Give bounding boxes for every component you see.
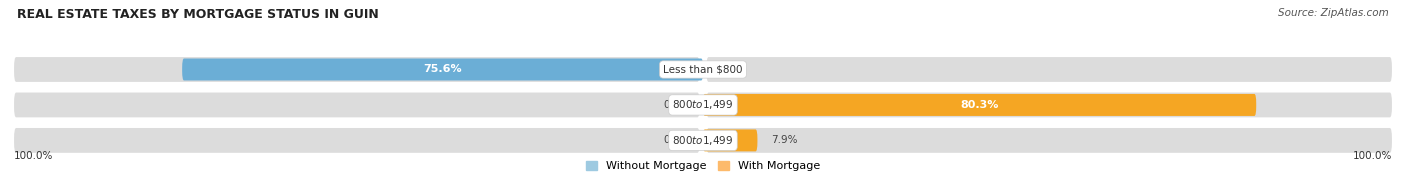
Text: Source: ZipAtlas.com: Source: ZipAtlas.com [1278, 8, 1389, 18]
FancyBboxPatch shape [183, 58, 703, 81]
Legend: Without Mortgage, With Mortgage: Without Mortgage, With Mortgage [582, 156, 824, 176]
FancyBboxPatch shape [14, 93, 700, 117]
FancyBboxPatch shape [14, 128, 700, 153]
FancyBboxPatch shape [706, 57, 1392, 82]
Text: 0.0%: 0.0% [664, 135, 689, 145]
Text: 75.6%: 75.6% [423, 65, 463, 74]
Text: Less than $800: Less than $800 [664, 65, 742, 74]
Text: 100.0%: 100.0% [1353, 151, 1392, 161]
FancyBboxPatch shape [706, 93, 1392, 117]
FancyBboxPatch shape [703, 94, 1256, 116]
Text: 0.0%: 0.0% [664, 100, 689, 110]
Text: 0.0%: 0.0% [717, 65, 742, 74]
Text: 80.3%: 80.3% [960, 100, 998, 110]
Text: 100.0%: 100.0% [14, 151, 53, 161]
Text: $800 to $1,499: $800 to $1,499 [672, 98, 734, 112]
FancyBboxPatch shape [703, 129, 758, 151]
FancyBboxPatch shape [706, 128, 1392, 153]
Text: $800 to $1,499: $800 to $1,499 [672, 134, 734, 147]
Text: REAL ESTATE TAXES BY MORTGAGE STATUS IN GUIN: REAL ESTATE TAXES BY MORTGAGE STATUS IN … [17, 8, 378, 21]
FancyBboxPatch shape [14, 57, 700, 82]
Text: 7.9%: 7.9% [772, 135, 797, 145]
